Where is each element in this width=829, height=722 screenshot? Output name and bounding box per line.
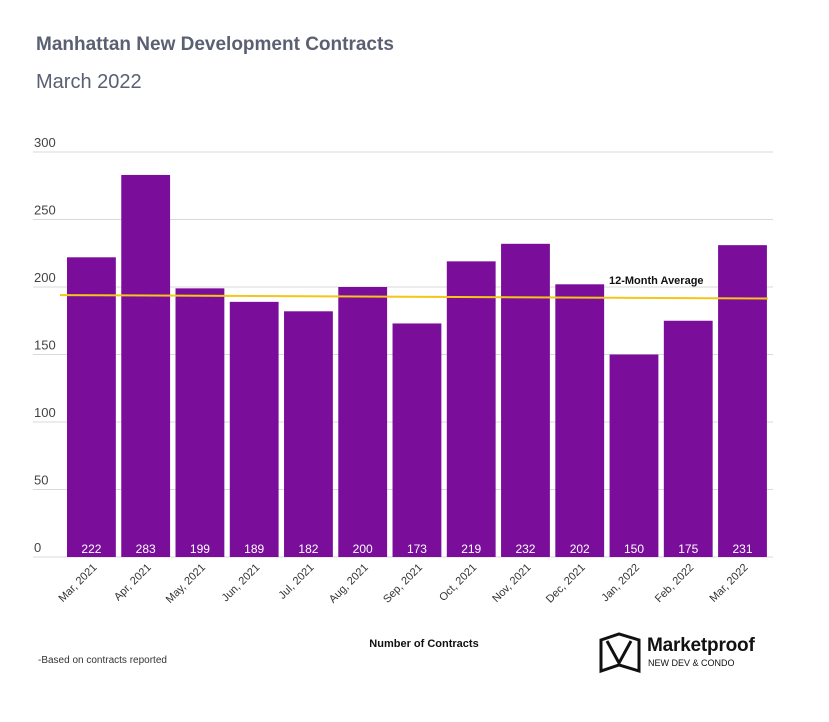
bar-value-label: 231 — [732, 542, 752, 556]
x-tick-label: Jul, 2021 — [277, 562, 317, 602]
x-tick-label: Nov, 2021 — [490, 562, 533, 605]
y-tick-label: 250 — [34, 203, 56, 218]
bar-value-label: 219 — [461, 542, 481, 556]
bar — [609, 354, 659, 557]
bar — [338, 287, 388, 557]
x-tick-label: Apr, 2021 — [112, 562, 154, 604]
y-tick-label: 150 — [34, 338, 56, 353]
bar-value-label: 189 — [244, 542, 264, 556]
bar — [284, 311, 333, 557]
y-tick-label: 300 — [34, 135, 56, 150]
bar-chart: 0 50 100 150 200 250 300 222 Mar, 2021 283 Apr, 20… — [33, 135, 773, 650]
x-tick-label: Aug, 2021 — [327, 562, 371, 606]
bar-value-label: 182 — [298, 542, 318, 556]
bar-value-label: 232 — [515, 542, 535, 556]
y-tick-label: 50 — [34, 473, 48, 488]
bar — [501, 243, 550, 558]
chart-title: Manhattan New Development Contracts — [36, 34, 394, 55]
bar — [392, 323, 442, 557]
y-tick-label: 100 — [34, 405, 56, 420]
x-tick-label: Dec, 2021 — [544, 562, 588, 606]
bar-value-label: 283 — [136, 542, 156, 556]
x-tick-label: Oct, 2021 — [437, 562, 479, 604]
y-tick-label: 0 — [34, 540, 41, 555]
bar-value-label: 175 — [678, 542, 698, 556]
x-tick-label: Sep, 2021 — [381, 562, 425, 606]
bar — [121, 174, 171, 557]
bar — [718, 245, 767, 557]
average-line-label: 12-Month Average — [609, 275, 704, 287]
bar-value-label: 202 — [570, 542, 590, 556]
x-tick-label: Jun, 2021 — [220, 562, 263, 605]
y-tick-label: 200 — [34, 270, 56, 285]
chart-subtitle: March 2022 — [36, 71, 142, 93]
logo-tagline: NEW DEV & CONDO — [648, 658, 735, 668]
x-tick-label: Mar, 2022 — [708, 562, 751, 605]
bar-value-label: 173 — [407, 542, 427, 556]
marketproof-logo-icon — [599, 632, 641, 674]
bar-value-label: 199 — [190, 542, 210, 556]
footnote: -Based on contracts reported — [38, 655, 167, 666]
bar — [555, 284, 605, 557]
bar — [446, 261, 496, 557]
bar-value-label: 150 — [624, 542, 644, 556]
bar — [663, 320, 713, 557]
x-axis-title: Number of Contracts — [369, 638, 478, 650]
x-tick-label: Mar, 2021 — [56, 562, 99, 605]
bar-value-label: 200 — [353, 542, 373, 556]
x-tick-label: Jan, 2022 — [599, 562, 642, 605]
bar — [175, 288, 225, 557]
bar — [229, 301, 279, 557]
average-line — [59, 294, 769, 300]
bar-value-label: 222 — [81, 542, 101, 556]
bar — [67, 257, 116, 557]
marketproof-logo: Marketproof NEW DEV & CONDO — [597, 631, 787, 677]
logo-name: Marketproof — [647, 635, 755, 656]
x-tick-label: May, 2021 — [164, 562, 208, 606]
x-tick-label: Feb, 2022 — [653, 562, 697, 606]
